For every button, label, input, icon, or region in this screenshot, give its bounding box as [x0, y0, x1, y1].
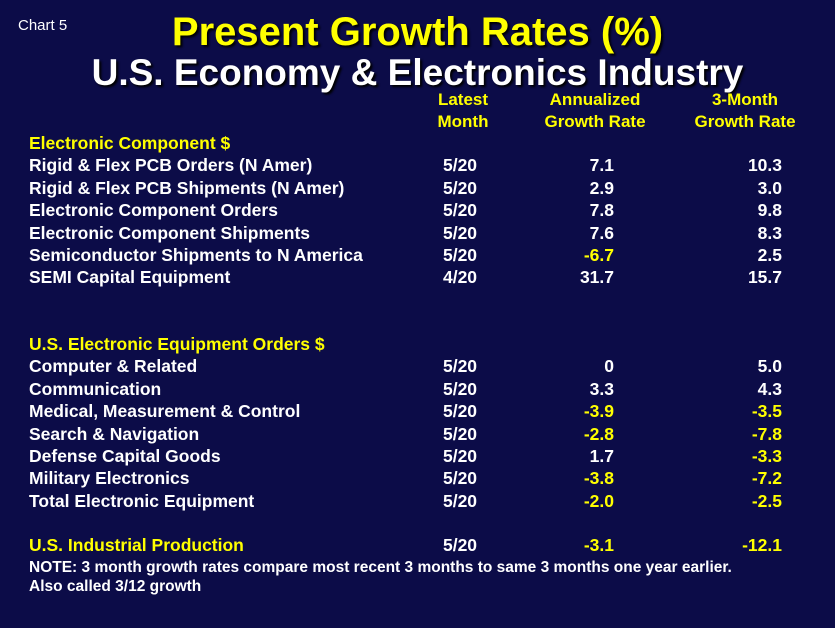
- column-header: Growth Rate: [694, 112, 796, 131]
- annualized-cell: -3.9: [583, 401, 614, 422]
- annualized-cell: 7.6: [589, 222, 614, 243]
- three-month-cell: 9.8: [757, 200, 782, 221]
- month-cell: 5/20: [442, 535, 478, 555]
- month-cell: 4/20: [442, 267, 478, 288]
- three-month-cell: 2.5: [757, 245, 782, 265]
- three-month-cell: 8.3: [757, 222, 782, 243]
- chart-label: Chart 5: [18, 17, 68, 34]
- column-header: Latest: [437, 90, 489, 109]
- month-cell: 5/20: [442, 155, 478, 176]
- three-month-cell: 5.0: [757, 356, 782, 377]
- three-month-cell: -12.1: [742, 535, 782, 555]
- column-header: Month: [437, 112, 489, 131]
- month-cell: 5/20: [442, 222, 478, 243]
- annualized-cell: 0: [604, 356, 614, 377]
- annualized-cell: -3.8: [583, 468, 614, 489]
- annualized-cell: 2.9: [589, 177, 614, 198]
- row-label: SEMI Capital Equipment: [29, 267, 231, 288]
- three-month-cell: -2.5: [751, 490, 782, 511]
- month-cell: 5/20: [442, 356, 478, 377]
- three-month-cell: -7.2: [751, 468, 782, 489]
- annualized-cell: 3.3: [589, 378, 614, 399]
- row-label: Semiconductor Shipments to N America: [29, 245, 363, 265]
- row-label: Defense Capital Goods: [29, 446, 221, 466]
- annualized-cell: 1.7: [589, 446, 614, 466]
- column-header: Growth Rate: [544, 112, 646, 131]
- annualized-cell: -2.8: [583, 423, 614, 444]
- column-header: 3-Month: [711, 90, 779, 109]
- column-header: Annualized: [549, 90, 641, 109]
- row-label: Rigid & Flex PCB Orders (N Amer): [29, 155, 313, 176]
- subtitle: U.S. Economy & Electronics Industry: [91, 52, 744, 93]
- three-month-cell: 4.3: [757, 378, 782, 399]
- three-month-cell: -7.8: [751, 423, 782, 444]
- row-label: Total Electronic Equipment: [29, 490, 255, 511]
- note: Also called 3/12 growth: [29, 578, 202, 595]
- month-cell: 5/20: [442, 378, 478, 399]
- three-month-cell: 15.7: [747, 267, 782, 288]
- annualized-cell: -6.7: [583, 245, 614, 265]
- row-label: Rigid & Flex PCB Shipments (N Amer): [29, 177, 345, 198]
- month-cell: 5/20: [442, 245, 478, 265]
- annualized-cell: 31.7: [579, 267, 614, 288]
- note: NOTE: 3 month growth rates compare most …: [29, 559, 732, 576]
- annualized-cell: -2.0: [583, 490, 614, 511]
- three-month-cell: 3.0: [757, 177, 782, 198]
- month-cell: 5/20: [442, 401, 478, 422]
- title: Present Growth Rates (%): [171, 10, 664, 54]
- month-cell: 5/20: [442, 446, 478, 466]
- row-label: Electronic Component Shipments: [29, 222, 310, 243]
- section-heading: Electronic Component $: [29, 133, 231, 153]
- month-cell: 5/20: [442, 423, 478, 444]
- month-cell: 5/20: [442, 177, 478, 198]
- three-month-cell: 10.3: [747, 155, 782, 176]
- row-label: U.S. Industrial Production: [29, 535, 244, 555]
- row-label: Electronic Component Orders: [29, 200, 278, 221]
- annualized-cell: -3.1: [583, 535, 614, 555]
- three-month-cell: -3.3: [751, 446, 782, 466]
- row-label: Medical, Measurement & Control: [29, 401, 301, 422]
- annualized-cell: 7.1: [589, 155, 614, 176]
- row-label: Search & Navigation: [29, 423, 200, 444]
- month-cell: 5/20: [442, 200, 478, 221]
- annualized-cell: 7.8: [589, 200, 614, 221]
- section-heading: U.S. Electronic Equipment Orders $: [29, 334, 325, 354]
- row-label: Computer & Related: [29, 356, 198, 377]
- row-label: Military Electronics: [29, 468, 190, 489]
- three-month-cell: -3.5: [751, 401, 782, 422]
- month-cell: 5/20: [442, 468, 478, 489]
- month-cell: 5/20: [442, 490, 478, 511]
- row-label: Communication: [29, 378, 162, 399]
